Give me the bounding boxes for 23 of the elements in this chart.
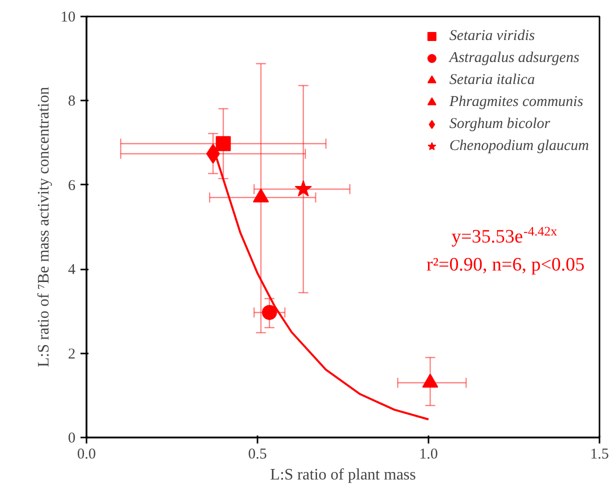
y-tick-label: 0 (68, 430, 76, 446)
legend-label: Setaria italica (449, 72, 535, 88)
legend-label: Chenopodium glaucum (449, 138, 589, 154)
point (294, 180, 312, 196)
y-tick-label: 8 (68, 94, 76, 110)
legend-label: Phragmites communis (449, 94, 584, 110)
x-tick-label: 0.0 (77, 446, 96, 462)
x-tick-label: 1.5 (590, 446, 609, 462)
y-tick-label: 6 (68, 178, 76, 194)
y-tick-label: 2 (68, 346, 76, 362)
annotation: r²=0.90, n=6, p<0.05 (426, 254, 585, 276)
x-tick-label: 1.0 (419, 446, 438, 462)
legend-label: Sorghum bicolor (449, 116, 550, 132)
point (262, 304, 277, 320)
x-tick-label: 0.5 (248, 446, 267, 462)
legend-label: Astragalus adsurgens (449, 50, 580, 66)
legend-label: Setaria viridis (449, 28, 535, 44)
point (422, 374, 438, 388)
x-axis-title: L:S ratio of plant mass (270, 466, 416, 484)
point (216, 136, 231, 152)
y-axis-title: L:S ratio of ⁷Be mass activity concentration (36, 86, 52, 368)
y-tick-label: 4 (68, 262, 76, 278)
y-tick-label: 10 (60, 10, 76, 26)
